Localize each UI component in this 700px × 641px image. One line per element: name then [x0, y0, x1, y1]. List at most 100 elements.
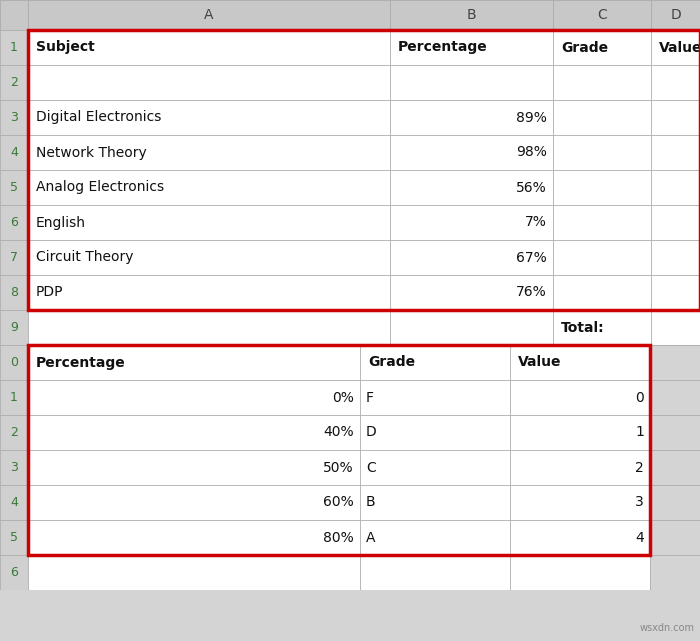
Bar: [28, 590, 700, 625]
Bar: [651, 205, 700, 240]
Text: 1: 1: [635, 426, 644, 440]
Text: 2: 2: [10, 426, 18, 439]
Text: 67%: 67%: [517, 251, 547, 265]
Bar: [360, 485, 510, 520]
Bar: [651, 240, 700, 275]
Text: F: F: [366, 390, 374, 404]
Bar: [510, 555, 650, 590]
Bar: [553, 275, 651, 310]
Bar: [360, 415, 510, 450]
Bar: [0, 310, 28, 345]
Bar: [0, 170, 28, 205]
Text: 2: 2: [10, 76, 18, 89]
Bar: [390, 205, 553, 240]
Text: D: D: [670, 8, 681, 22]
Text: 80%: 80%: [323, 531, 354, 544]
Bar: [510, 380, 650, 415]
Text: A: A: [366, 531, 375, 544]
Bar: [28, 240, 390, 275]
Text: Grade: Grade: [368, 356, 415, 369]
Bar: [0, 0, 700, 30]
Bar: [28, 345, 360, 380]
Text: Circuit Theory: Circuit Theory: [36, 251, 134, 265]
Bar: [28, 0, 390, 30]
Text: 76%: 76%: [517, 285, 547, 299]
Bar: [0, 555, 28, 590]
Text: 6: 6: [10, 566, 18, 579]
Bar: [651, 135, 700, 170]
Bar: [28, 100, 390, 135]
Bar: [0, 65, 28, 100]
Text: 5: 5: [10, 531, 18, 544]
Text: 9: 9: [10, 321, 18, 334]
Bar: [360, 450, 510, 485]
Bar: [390, 30, 553, 65]
Bar: [0, 30, 28, 65]
Text: 3: 3: [636, 495, 644, 510]
Text: Subject: Subject: [36, 40, 94, 54]
Bar: [510, 485, 650, 520]
Text: 7%: 7%: [525, 215, 547, 229]
Bar: [0, 240, 28, 275]
Bar: [553, 30, 651, 65]
Bar: [651, 310, 700, 345]
Bar: [0, 205, 28, 240]
Text: Analog Electronics: Analog Electronics: [36, 181, 164, 194]
Bar: [0, 0, 28, 30]
Bar: [28, 555, 360, 590]
Text: A: A: [204, 8, 214, 22]
Text: 3: 3: [10, 461, 18, 474]
Bar: [28, 65, 390, 100]
Text: 89%: 89%: [516, 110, 547, 124]
Text: Network Theory: Network Theory: [36, 146, 147, 160]
Bar: [390, 275, 553, 310]
Bar: [0, 485, 28, 520]
Bar: [553, 65, 651, 100]
Bar: [0, 345, 28, 380]
Bar: [0, 450, 28, 485]
Bar: [28, 415, 360, 450]
Text: 4: 4: [636, 531, 644, 544]
Bar: [553, 240, 651, 275]
Bar: [510, 520, 650, 555]
Text: Digital Electronics: Digital Electronics: [36, 110, 162, 124]
Text: C: C: [597, 8, 607, 22]
Bar: [650, 520, 700, 555]
Text: 0: 0: [10, 356, 18, 369]
Bar: [510, 345, 650, 380]
Bar: [651, 30, 700, 65]
Bar: [553, 100, 651, 135]
Text: Percentage: Percentage: [398, 40, 488, 54]
Text: 7: 7: [10, 251, 18, 264]
Bar: [650, 450, 700, 485]
Bar: [390, 240, 553, 275]
Bar: [553, 0, 651, 30]
Text: C: C: [366, 460, 376, 474]
Bar: [28, 205, 390, 240]
Text: Percentage: Percentage: [36, 356, 126, 369]
Bar: [650, 555, 700, 590]
Text: 8: 8: [10, 286, 18, 299]
Bar: [0, 100, 28, 135]
Bar: [0, 380, 28, 415]
Bar: [553, 310, 651, 345]
Bar: [0, 415, 28, 450]
Bar: [651, 275, 700, 310]
Text: wsxdn.com: wsxdn.com: [640, 623, 695, 633]
Bar: [360, 555, 510, 590]
Bar: [650, 485, 700, 520]
Bar: [0, 135, 28, 170]
Text: D: D: [366, 426, 377, 440]
Text: 3: 3: [10, 111, 18, 124]
Bar: [390, 100, 553, 135]
Bar: [553, 170, 651, 205]
Text: Value: Value: [518, 356, 561, 369]
Text: 2: 2: [636, 460, 644, 474]
Bar: [651, 0, 700, 30]
Bar: [28, 380, 360, 415]
Text: 60%: 60%: [323, 495, 354, 510]
Text: 56%: 56%: [517, 181, 547, 194]
Bar: [0, 275, 28, 310]
Bar: [390, 0, 553, 30]
Bar: [390, 65, 553, 100]
